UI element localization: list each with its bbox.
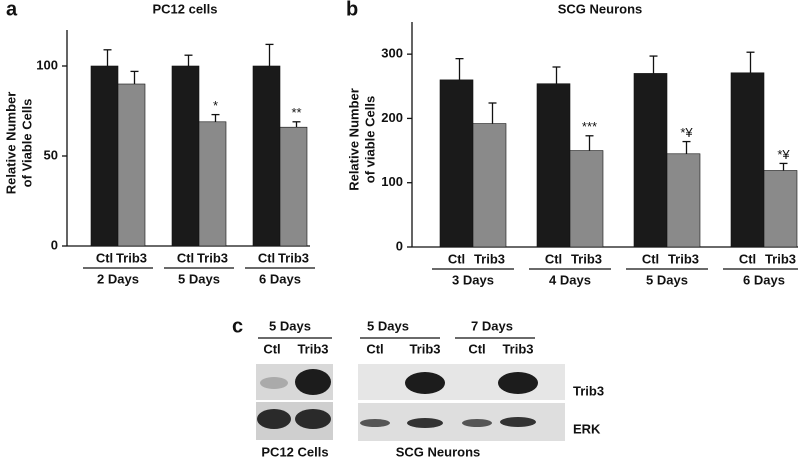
- x-tick-label: 5 Days: [178, 271, 220, 286]
- legend-label: Trib3: [197, 250, 228, 265]
- row-label: Trib3: [573, 383, 604, 398]
- lane-label: Ctl: [263, 341, 280, 356]
- x-tick-label: 6 Days: [259, 271, 301, 286]
- chart-title: SCG Neurons: [558, 1, 643, 16]
- legend-label: Ctl: [96, 250, 113, 265]
- error-bar: [130, 70, 139, 84]
- y-axis-label: of Viable Cells: [19, 99, 34, 188]
- error-bar: [103, 49, 112, 66]
- significance-label: *¥: [777, 147, 790, 162]
- band: [405, 372, 445, 394]
- band: [295, 369, 331, 395]
- significance-label: *: [213, 98, 218, 113]
- bar: [117, 83, 146, 247]
- bar: [439, 79, 474, 248]
- y-tick-label: 0: [51, 237, 58, 252]
- x-tick-label: 2 Days: [97, 271, 139, 286]
- lane-label: Ctl: [366, 341, 383, 356]
- legend-label: Ctl: [448, 251, 465, 266]
- x-tick-label: 6 Days: [743, 272, 785, 287]
- band: [295, 409, 331, 429]
- chart-title: PC12 cells: [152, 1, 217, 16]
- y-axis-label: Relative Number: [3, 92, 18, 195]
- time-label: 7 Days: [471, 318, 513, 333]
- legend-label: Trib3: [278, 250, 309, 265]
- error-bar: [211, 113, 220, 122]
- panel-letter: a: [6, 0, 18, 20]
- lane-label: Trib3: [409, 341, 440, 356]
- band: [407, 418, 443, 428]
- y-tick-label: 300: [381, 46, 403, 61]
- y-axis-label: Relative Number: [346, 88, 361, 191]
- lane-label: Ctl: [468, 341, 485, 356]
- error-bar: [585, 135, 594, 151]
- time-label: 5 Days: [269, 318, 311, 333]
- error-bar: [779, 162, 788, 171]
- caption: SCG Neurons: [396, 444, 481, 459]
- significance-label: ***: [582, 119, 597, 134]
- band: [500, 417, 536, 427]
- bar: [279, 126, 308, 247]
- legend-label: Trib3: [571, 251, 602, 266]
- caption: PC12 Cells: [261, 444, 328, 459]
- bar: [472, 123, 507, 248]
- bar: [536, 83, 571, 248]
- band: [260, 377, 288, 389]
- blot-panel: c 5 Days Ctl Trib3 PC12 Cells 5 Days 7 D…: [232, 315, 604, 459]
- bar: [569, 150, 604, 248]
- legend-label: Ctl: [177, 250, 194, 265]
- error-bar: [552, 66, 561, 84]
- x-tick-label: 5 Days: [646, 272, 688, 287]
- significance-label: *¥: [680, 125, 693, 140]
- error-bar: [292, 121, 301, 128]
- error-bar: [682, 140, 691, 154]
- bar: [633, 73, 668, 248]
- x-tick-label: 3 Days: [452, 272, 494, 287]
- band: [462, 419, 492, 427]
- band: [360, 419, 390, 427]
- panel-letter: c: [232, 315, 243, 337]
- y-tick-label: 0: [396, 238, 403, 253]
- legend-label: Trib3: [116, 250, 147, 265]
- error-bar: [184, 54, 193, 66]
- bar: [730, 72, 765, 248]
- panel-letter: b: [346, 0, 358, 20]
- lane-label: Trib3: [297, 341, 328, 356]
- significance-label: **: [291, 105, 301, 120]
- legend-label: Ctl: [545, 251, 562, 266]
- legend-label: Trib3: [474, 251, 505, 266]
- legend-label: Ctl: [739, 251, 756, 266]
- bar: [666, 153, 701, 248]
- bar: [252, 65, 281, 247]
- band: [257, 409, 291, 429]
- bar: [90, 65, 119, 247]
- legend-label: Trib3: [668, 251, 699, 266]
- time-label: 5 Days: [367, 318, 409, 333]
- bar: [171, 65, 200, 247]
- y-tick-label: 100: [36, 57, 58, 72]
- bar: [763, 170, 798, 248]
- legend-label: Ctl: [642, 251, 659, 266]
- lane-label: Trib3: [502, 341, 533, 356]
- error-bar: [488, 102, 497, 124]
- bar: [198, 121, 227, 247]
- error-bar: [265, 43, 274, 66]
- error-bar: [746, 51, 755, 73]
- legend-label: Ctl: [258, 250, 275, 265]
- error-bar: [455, 57, 464, 80]
- y-axis-label: of viable Cells: [362, 96, 377, 183]
- y-tick-label: 50: [44, 147, 58, 162]
- legend-label: Trib3: [765, 251, 796, 266]
- y-tick-label: 200: [381, 110, 403, 125]
- band: [498, 372, 538, 394]
- x-tick-label: 4 Days: [549, 272, 591, 287]
- y-tick-label: 100: [381, 174, 403, 189]
- row-label: ERK: [573, 421, 601, 436]
- error-bar: [649, 55, 658, 74]
